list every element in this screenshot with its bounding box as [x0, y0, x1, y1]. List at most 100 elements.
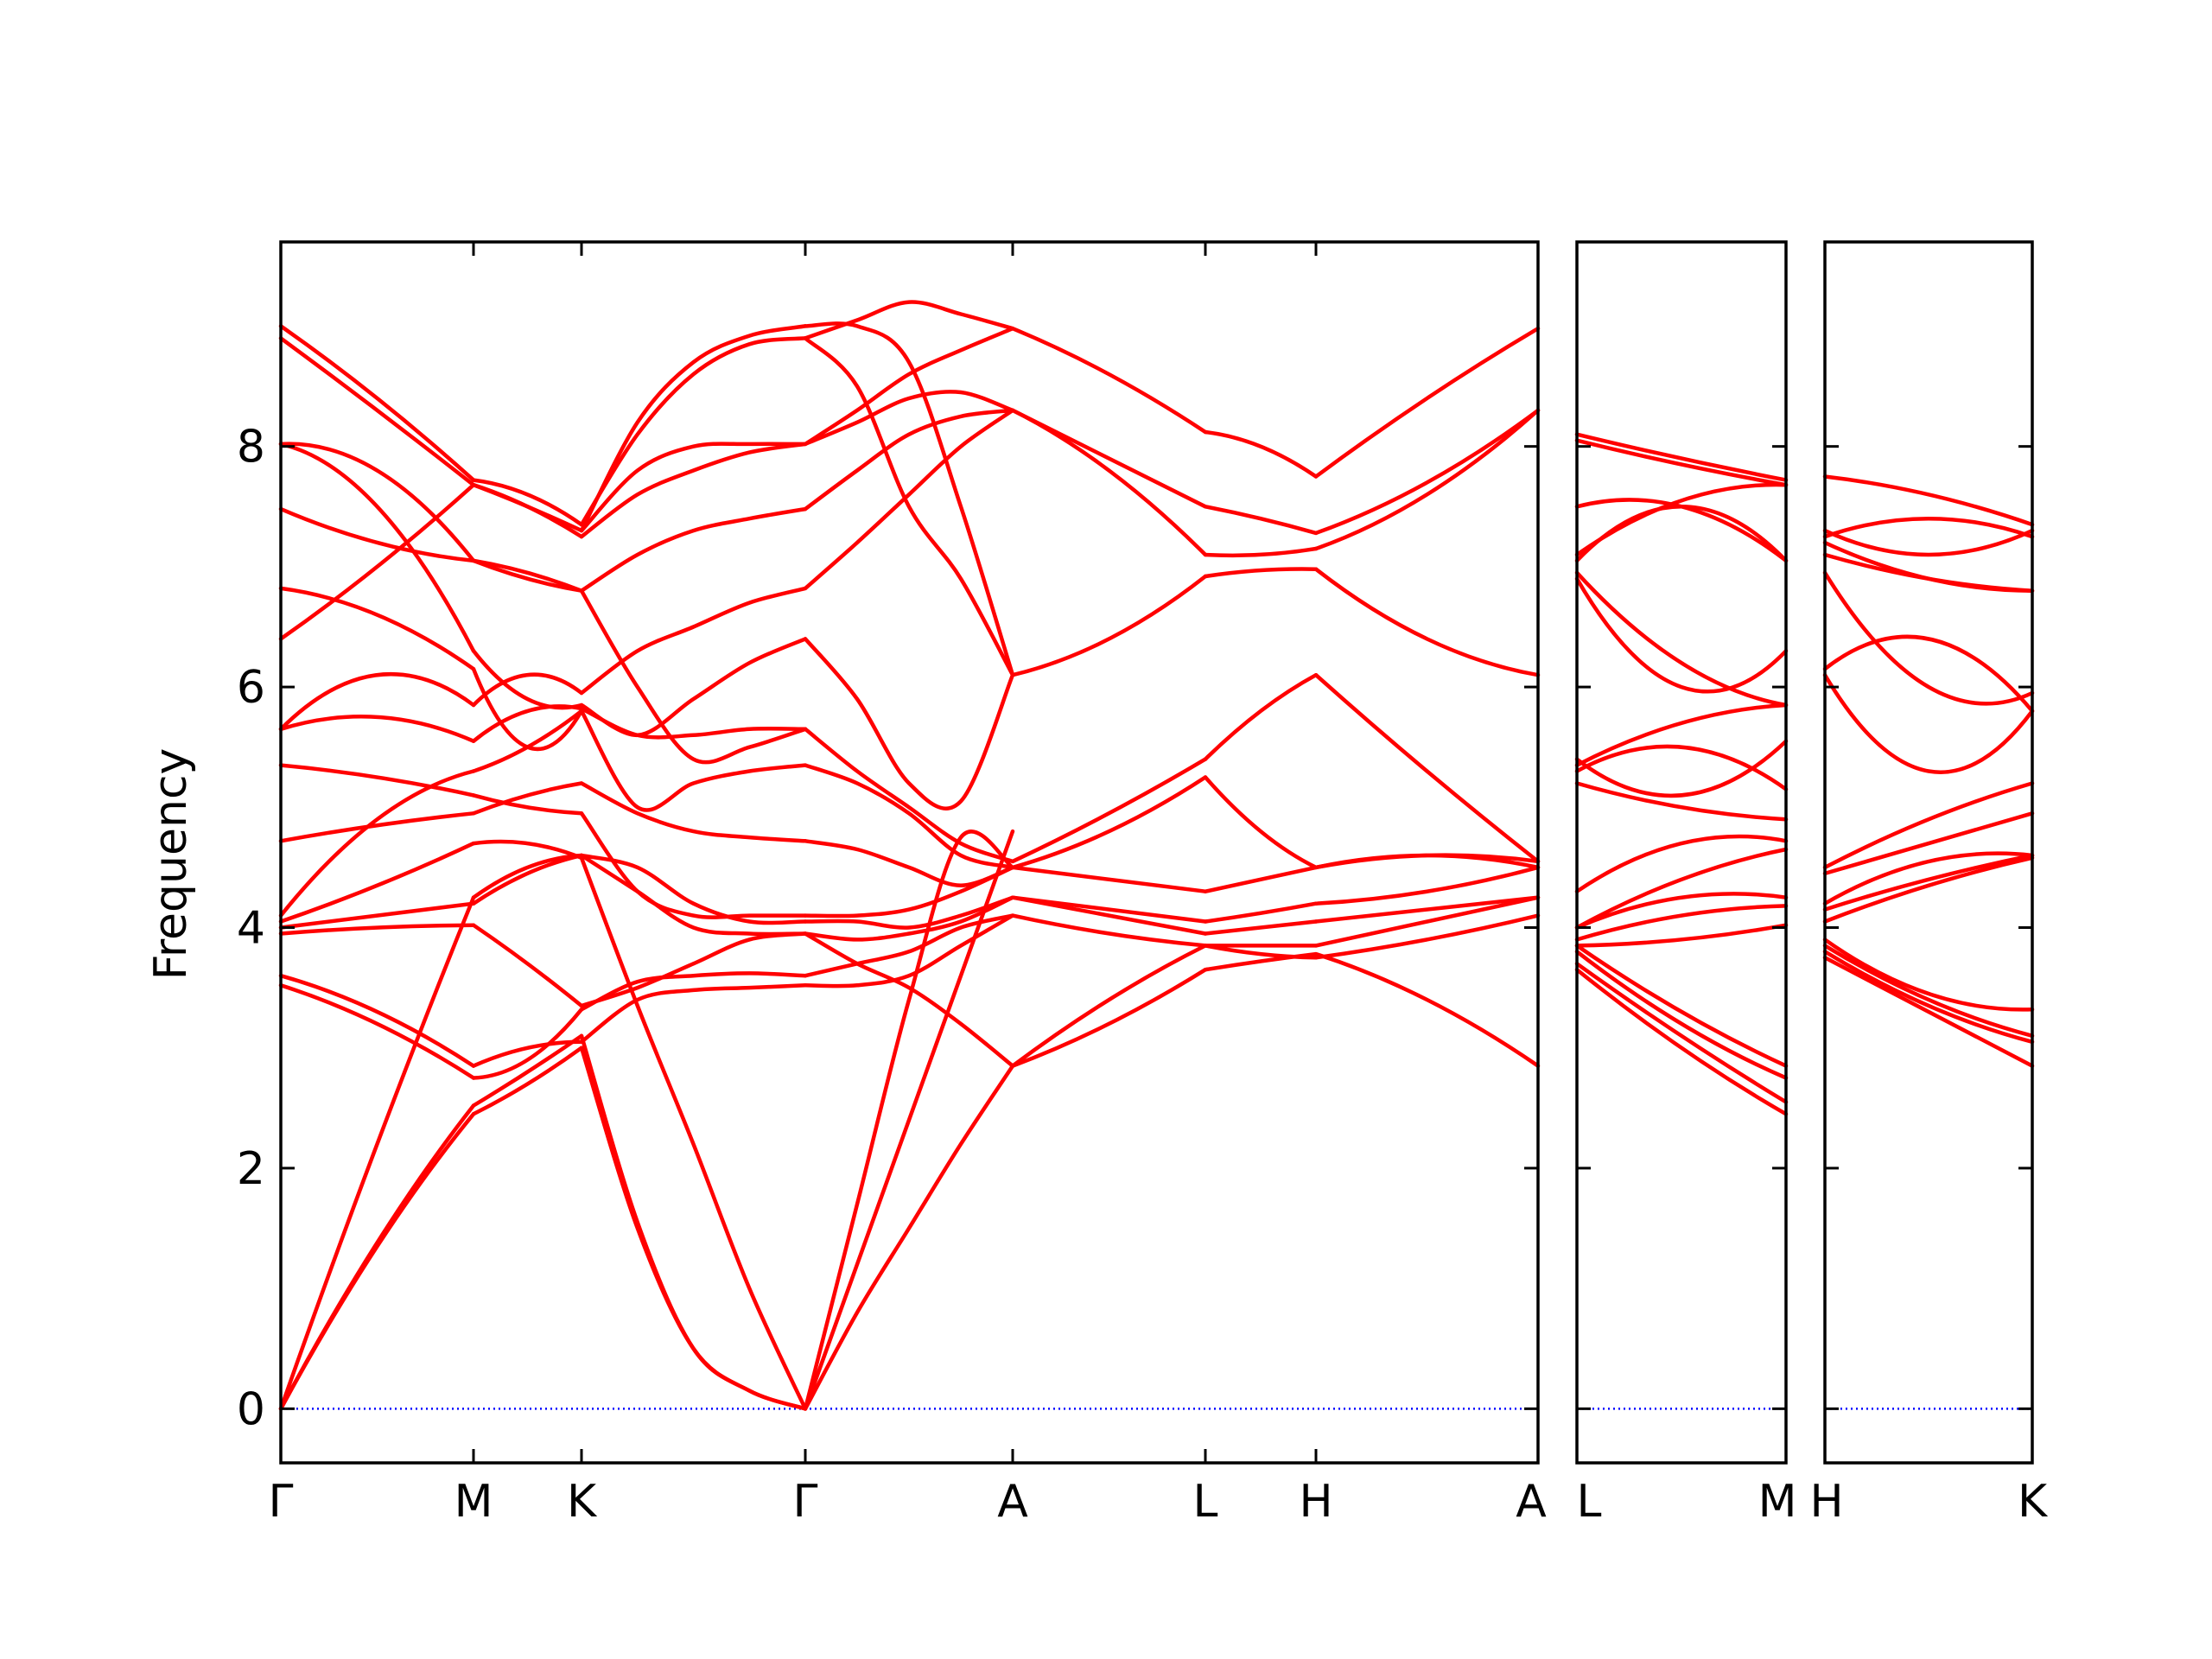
band-Γ-A-20 [803, 321, 1015, 677]
band-H-K-1 [1822, 956, 2035, 1068]
band-L-M-19 [1574, 438, 1789, 487]
x-tick-label: K [567, 1476, 598, 1528]
band-Γ-A-8 [803, 895, 1015, 930]
band-H-K-3 [1822, 944, 2035, 1039]
band-Γ-M-12 [278, 715, 476, 743]
band-L-M-4 [1574, 944, 1789, 1068]
band-Γ-M-17 [278, 442, 476, 653]
band-Γ-A-5 [803, 913, 1015, 978]
band-Γ-A-7 [803, 895, 1015, 942]
band-L-M-11 [1574, 744, 1789, 791]
band-Γ-A-18 [803, 326, 1015, 447]
band-Γ-M-9 [278, 769, 476, 918]
band-L-M-1 [1574, 967, 1789, 1116]
band-A-L-5 [1010, 895, 1208, 924]
band-H-K-16 [1822, 528, 2035, 557]
band-Γ-A-11 [803, 763, 1015, 870]
x-tick-label: M [454, 1476, 493, 1528]
band-H-A-9 [1313, 567, 1541, 677]
band-K-Γ-14 [579, 586, 808, 696]
band-K-Γ-15 [579, 588, 808, 765]
band-H-K-7 [1822, 851, 2035, 906]
band-L-H-11 [1203, 505, 1319, 536]
band-H-K-8 [1822, 811, 2035, 876]
band-M-K-15 [471, 649, 584, 710]
band-M-K-11 [471, 709, 584, 773]
band-L-M-13 [1574, 702, 1789, 767]
band-L-H-2 [1203, 944, 1319, 960]
band-M-K-9 [471, 781, 584, 816]
band-K-Γ-13 [579, 637, 808, 738]
band-A-L-7 [1010, 775, 1208, 870]
band-L-H-8 [1203, 672, 1319, 761]
x-tick-label: H [1299, 1476, 1332, 1528]
band-Γ-A-1 [803, 1064, 1015, 1411]
band-K-Γ-6 [579, 931, 808, 1008]
band-L-M-14 [1574, 576, 1789, 694]
band-K-Γ-5 [579, 971, 808, 1012]
band-Γ-A-14 [803, 408, 1015, 591]
band-Γ-M-7 [278, 901, 476, 930]
band-M-K-1 [471, 1046, 584, 1116]
band-Γ-M-15 [278, 586, 476, 671]
band-L-M-8 [1574, 847, 1789, 930]
band-A-L-8 [1010, 757, 1208, 864]
panel-frame [279, 240, 1540, 1465]
band-L-M-17 [1574, 482, 1789, 557]
band-M-K-10 [471, 793, 584, 816]
band-K-Γ-20 [579, 324, 808, 533]
band-L-M-12 [1574, 739, 1789, 798]
y-tick-label: 4 [237, 903, 265, 955]
band-Γ-M-2 [278, 1103, 476, 1411]
y-tick-label: 2 [237, 1143, 265, 1195]
band-Γ-A-16 [803, 408, 1015, 512]
band-H-A-2 [1313, 913, 1541, 960]
band-A-L-6 [1010, 865, 1208, 893]
x-tick-label: A [997, 1476, 1028, 1528]
panel-frame [1575, 240, 1788, 1465]
band-L-H-12 [1203, 429, 1319, 479]
band-H-A-4 [1313, 895, 1541, 924]
band-Γ-A-2 [803, 829, 1015, 1411]
y-axis-label: Frequency [145, 748, 197, 981]
band-Γ-M-20 [278, 324, 476, 482]
band-H-K-9 [1822, 781, 2035, 870]
band-Γ-M-10 [278, 811, 476, 843]
x-tick-label: L [1193, 1476, 1218, 1528]
band-M-K-4 [471, 1039, 584, 1068]
band-A-L-11 [1010, 408, 1208, 509]
band-K-Γ-12 [579, 706, 808, 740]
band-L-M-2 [1574, 962, 1789, 1104]
x-tick-label: Γ [793, 1476, 818, 1528]
band-H-A-11 [1313, 408, 1541, 536]
band-L-M-15 [1574, 570, 1789, 708]
band-Γ-M-4 [278, 983, 476, 1080]
band-K-Γ-1 [579, 1046, 808, 1411]
band-Γ-A-12 [803, 727, 1015, 864]
band-M-K-19 [471, 482, 584, 533]
band-Γ-A-4 [803, 913, 1015, 988]
band-L-H-4 [1203, 919, 1319, 936]
band-L-H-10 [1203, 546, 1319, 558]
band-L-H-7 [1203, 775, 1319, 870]
band-K-Γ-7 [579, 853, 808, 937]
band-H-A-10 [1313, 408, 1541, 551]
band-K-Γ-9 [579, 811, 808, 919]
band-H-A-1 [1313, 951, 1541, 1068]
band-Γ-A-3 [803, 830, 1015, 1411]
band-Γ-A-10 [803, 839, 1015, 888]
x-tick-label: M [1758, 1476, 1797, 1528]
band-L-M-3 [1574, 950, 1789, 1080]
panel-1: 0 2 4 6 8 Γ M K Γ A L H A [237, 240, 1547, 1528]
band-H-A-8 [1313, 672, 1541, 864]
x-tick-label: Γ [269, 1476, 294, 1528]
band-K-Γ-18 [579, 442, 808, 533]
band-M-K-7 [471, 853, 584, 899]
band-Γ-A-6 [803, 931, 1015, 1068]
band-Γ-A-17 [803, 390, 1015, 447]
bands-group [1574, 432, 1789, 1116]
band-Γ-A-19 [803, 300, 1015, 340]
band-M-K-3 [471, 1007, 584, 1080]
